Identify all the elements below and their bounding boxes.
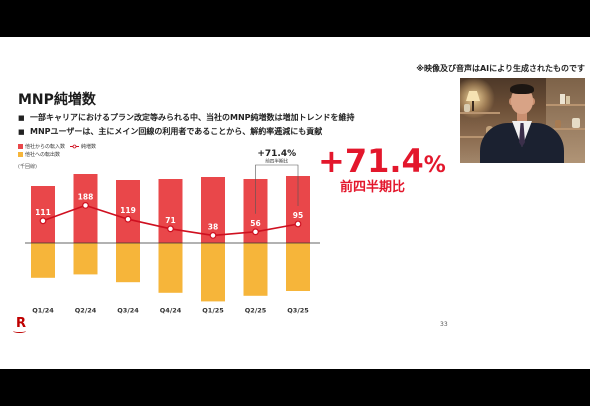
bullet-item: ■ MNPユーザーは、主にメイン回線の利用者であることから、解約率逓減にも貢献 bbox=[18, 125, 355, 139]
net-adds-point bbox=[82, 201, 89, 209]
annotation-value: +71.4% bbox=[257, 149, 296, 159]
shelf-item bbox=[555, 120, 561, 128]
shelf-book bbox=[560, 94, 565, 104]
x-tick-label: Q4/24 bbox=[160, 307, 182, 315]
shelf bbox=[460, 112, 500, 114]
bar-outflow bbox=[73, 243, 98, 275]
rakuten-logo: R bbox=[16, 316, 27, 331]
shelf-item bbox=[572, 118, 580, 128]
legend-swatch-inflow bbox=[18, 144, 23, 149]
chart-bars bbox=[25, 174, 320, 302]
ai-generated-disclaimer: ※映像及び音声はAIにより生成されたものです bbox=[416, 64, 585, 73]
net-adds-point bbox=[167, 225, 174, 233]
x-axis-labels: Q1/24 Q2/24 Q3/24 Q4/24 Q1/25 Q2/25 Q3/25 bbox=[32, 307, 309, 315]
legend-dot bbox=[72, 144, 77, 149]
slide-title: MNP純増数 bbox=[18, 92, 96, 108]
highlight-caption: 前四半期比 bbox=[340, 180, 406, 195]
net-adds-labels: 111 188 119 71 38 56 95 bbox=[35, 192, 303, 231]
presentation-slide: ※映像及び音声はAIにより生成されたものです MNP純増数 ■ 一部キャリアにおけ… bbox=[0, 37, 590, 369]
page-number: 33 bbox=[440, 321, 448, 328]
bar-outflow bbox=[116, 243, 140, 283]
shelf bbox=[546, 128, 585, 130]
chart-legend: 他社からの転入数 純増数 他社への転出数 bbox=[18, 143, 96, 159]
bullet-text: 一部キャリアにおけるプラン改定等みられる中、当社のMNP純増数は増加トレンドを維… bbox=[30, 113, 355, 122]
bar-outflow bbox=[243, 243, 268, 296]
lamp-stem bbox=[472, 101, 474, 111]
legend-label-inflow: 他社からの転入数 bbox=[25, 144, 66, 150]
presenter-hair bbox=[510, 84, 534, 94]
net-adds-point bbox=[124, 215, 132, 223]
annotation-caption: 前四半期比 bbox=[265, 158, 288, 165]
net-adds-point bbox=[39, 217, 47, 225]
legend-label-net: 純増数 bbox=[81, 144, 97, 150]
net-adds-value-label: 119 bbox=[120, 206, 136, 215]
legend-row: 他社からの転入数 純増数 bbox=[18, 143, 96, 151]
x-tick-label: Q2/25 bbox=[245, 307, 267, 315]
x-tick-label: Q2/24 bbox=[75, 307, 97, 315]
presenter-neck bbox=[517, 110, 527, 123]
shelf-vase bbox=[464, 104, 470, 112]
bullet-marker: ■ bbox=[18, 128, 25, 136]
x-tick-label: Q3/25 bbox=[287, 307, 309, 315]
bullet-marker: ■ bbox=[18, 114, 25, 122]
presenter-tie bbox=[519, 123, 525, 147]
lamp-icon bbox=[466, 91, 480, 101]
chart-unit-label: (千回線) bbox=[18, 164, 37, 170]
bullet-item: ■ 一部キャリアにおけるプラン改定等みられる中、当社のMNP純増数は増加トレンドを… bbox=[18, 111, 355, 125]
net-adds-value-label: 56 bbox=[250, 219, 260, 228]
shelf bbox=[546, 104, 585, 106]
bullet-text: MNPユーザーは、主にメイン回線の利用者であることから、解約率逓減にも貢献 bbox=[30, 127, 323, 136]
qoq-growth-highlight: +71.4% bbox=[318, 145, 446, 177]
bar-inflow bbox=[158, 179, 183, 243]
x-tick-label: Q3/24 bbox=[117, 307, 139, 315]
shelf bbox=[460, 136, 494, 138]
bar-outflow bbox=[286, 243, 310, 291]
bar-outflow bbox=[158, 243, 183, 293]
presenter-ear bbox=[531, 98, 535, 105]
net-adds-value-label: 71 bbox=[165, 216, 175, 225]
legend-line-marker bbox=[70, 144, 80, 149]
net-adds-value-label: 111 bbox=[35, 208, 51, 217]
legend-label-outflow: 他社への転出数 bbox=[25, 152, 61, 158]
x-tick-label: Q1/24 bbox=[32, 307, 54, 315]
bar-inflow bbox=[31, 186, 55, 243]
x-tick-label: Q1/25 bbox=[202, 307, 224, 315]
presenter-webcam bbox=[460, 78, 585, 163]
legend-swatch-outflow bbox=[18, 152, 23, 157]
net-adds-value-label: 38 bbox=[208, 222, 218, 231]
net-adds-point bbox=[252, 228, 259, 236]
bullet-list: ■ 一部キャリアにおけるプラン改定等みられる中、当社のMNP純増数は増加トレンドを… bbox=[18, 111, 355, 139]
bar-outflow bbox=[31, 243, 55, 278]
bar-inflow bbox=[201, 177, 225, 243]
highlight-number: +71.4 bbox=[318, 142, 424, 180]
qoq-annotation: +71.4% 前四半期比 bbox=[255, 149, 299, 214]
net-adds-value-label: 95 bbox=[293, 211, 303, 220]
net-adds-point bbox=[209, 231, 217, 239]
net-adds-series bbox=[39, 201, 302, 239]
net-adds-point bbox=[294, 220, 302, 228]
shelf-book bbox=[566, 96, 570, 104]
rakuten-logo-swoosh bbox=[13, 329, 26, 333]
net-adds-value-label: 188 bbox=[78, 192, 94, 201]
bar-inflow bbox=[116, 180, 140, 243]
legend-row: 他社への転出数 bbox=[18, 151, 96, 159]
highlight-percent: % bbox=[423, 153, 446, 178]
bar-outflow bbox=[201, 243, 225, 302]
annotation-bracket bbox=[255, 164, 299, 214]
mnp-net-adds-chart: +71.4% 前四半期比 111 188 119 71 38 56 95 Q1/24 Q2/2… bbox=[25, 149, 320, 315]
